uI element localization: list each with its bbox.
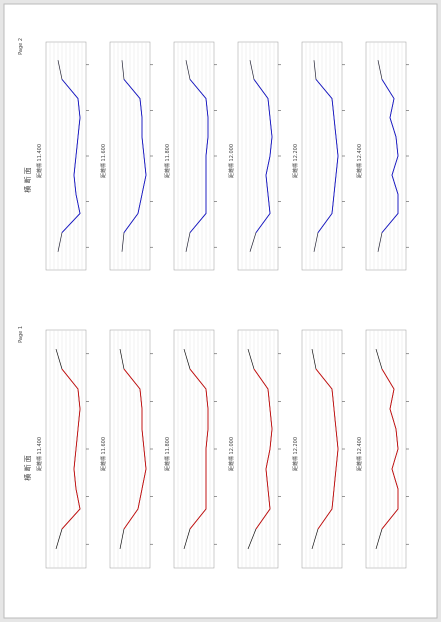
design-line <box>123 368 147 530</box>
station-label: 距離標 11.400 <box>36 144 43 178</box>
station-label: 距離標 12.400 <box>356 437 363 471</box>
design-line <box>381 368 399 530</box>
page-label: Page 2 <box>18 38 24 55</box>
station-label: 距離標 11.400 <box>36 437 43 471</box>
station-label: 距離標 11.800 <box>164 144 171 178</box>
design-line <box>61 79 81 233</box>
design-line <box>381 79 399 233</box>
design-line <box>315 368 339 530</box>
station-label: 距離標 11.600 <box>100 437 107 471</box>
design-line <box>253 79 273 233</box>
station-label: 距離標 11.800 <box>164 437 171 471</box>
paper <box>3 3 438 619</box>
design-line <box>315 79 339 233</box>
station-label: 距離標 12.000 <box>228 144 235 178</box>
section-title: 横 断 面 <box>23 167 32 192</box>
station-label: 距離標 12.200 <box>292 144 299 178</box>
design-line <box>123 79 147 233</box>
section-title: 横 断 面 <box>23 455 32 480</box>
design-line <box>189 368 209 530</box>
station-label: 距離標 11.600 <box>100 144 107 178</box>
design-line <box>253 368 273 530</box>
station-label: 距離標 12.200 <box>292 437 299 471</box>
design-line <box>189 79 209 233</box>
design-line <box>61 368 81 530</box>
station-label: 距離標 12.400 <box>356 144 363 178</box>
station-label: 距離標 12.000 <box>228 437 235 471</box>
page-label: Page 1 <box>18 326 24 343</box>
